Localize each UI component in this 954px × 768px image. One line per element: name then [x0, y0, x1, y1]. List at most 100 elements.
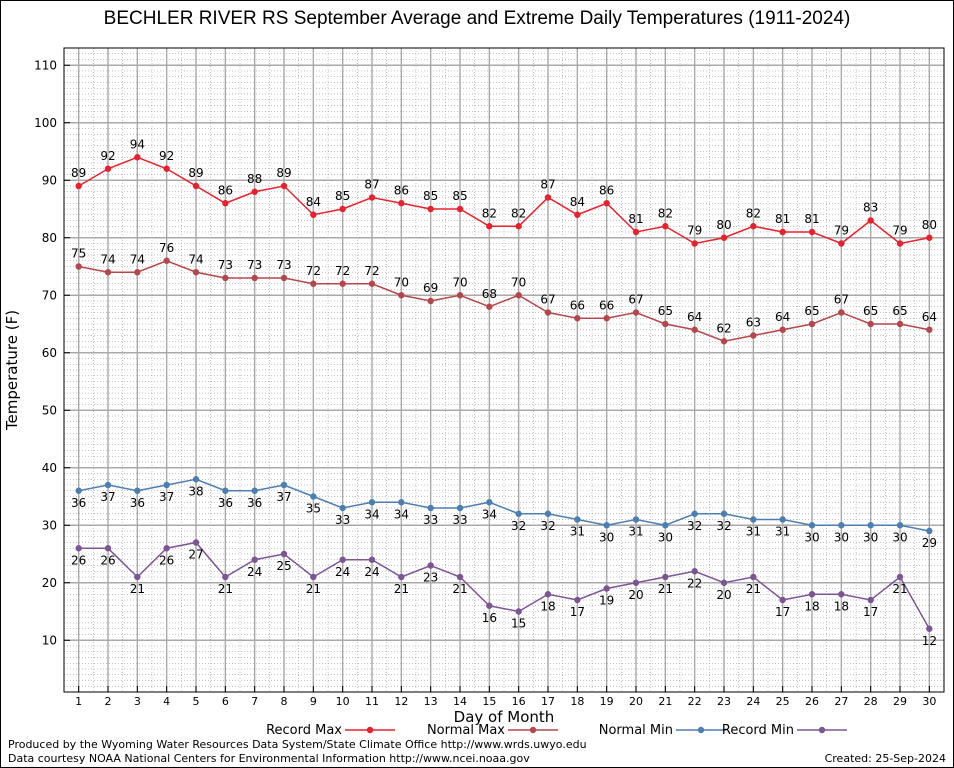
data-point-record-min: [280, 550, 288, 558]
x-tick-label: 9: [310, 695, 317, 708]
data-label-record-max: 89: [188, 166, 203, 180]
data-label-normal-min: 37: [159, 490, 174, 504]
data-point-record-max: [339, 205, 346, 213]
data-point-normal-min: [104, 481, 112, 489]
x-tick-label: 21: [658, 695, 672, 708]
data-point-normal-max: [838, 309, 845, 316]
data-point-record-max: [456, 205, 464, 213]
data-point-record-min: [544, 591, 552, 598]
data-label-normal-min: 29: [922, 536, 937, 550]
data-label-record-min: 21: [218, 582, 233, 596]
x-tick-label: 14: [453, 695, 467, 708]
data-point-normal-min: [456, 504, 464, 512]
series-normal-max: 75 74 74 76 74 73 73 73 72 72 72 70 69 70 68 70 67 66 66 67…: [71, 241, 937, 345]
data-label-record-min: 21: [746, 582, 761, 596]
data-point-record-max: [251, 188, 258, 195]
x-tick-label: 7: [251, 695, 258, 708]
data-label-normal-max: 76: [159, 241, 174, 255]
y-tick-label: 60: [42, 346, 57, 360]
data-point-normal-min: [896, 522, 904, 529]
data-label-normal-min: 30: [804, 530, 819, 544]
data-point-record-min: [456, 573, 464, 581]
x-tick-label: 17: [541, 695, 555, 708]
data-point-normal-min: [838, 522, 845, 529]
data-point-record-min: [427, 562, 434, 569]
data-point-normal-min: [808, 522, 816, 529]
data-label-normal-min: 31: [570, 525, 585, 539]
data-point-normal-min: [134, 487, 141, 494]
legend-swatch-marker-record-max: [366, 726, 374, 734]
series-record-max: 89 92 94 92 89 86 88 89 84 85 87 86 85 85 82 82 87 84 86 81…: [71, 137, 937, 247]
data-point-normal-max: [75, 263, 82, 270]
data-label-record-min: 24: [364, 565, 379, 579]
data-point-normal-max: [515, 292, 522, 299]
data-point-record-max: [720, 234, 728, 241]
data-label-normal-min: 37: [276, 490, 291, 504]
data-point-normal-max: [720, 338, 728, 345]
data-label-record-max: 82: [658, 206, 673, 220]
data-label-normal-min: 35: [306, 502, 321, 516]
data-label-record-max: 86: [218, 183, 233, 197]
x-tick-label: 6: [222, 695, 229, 708]
data-label-record-max: 81: [628, 212, 643, 226]
data-label-normal-min: 31: [746, 525, 761, 539]
x-tick-label: 24: [746, 695, 760, 708]
data-point-record-max: [779, 228, 786, 236]
series-line-record-max: [78, 156, 930, 245]
data-label-record-max: 94: [130, 137, 145, 151]
legend-label-record-min: Record Min: [722, 723, 794, 738]
data-label-record-max: 85: [452, 189, 467, 203]
data-point-record-max: [632, 228, 640, 236]
data-label-normal-max: 64: [687, 310, 702, 324]
plot-border: [63, 47, 945, 693]
data-point-normal-max: [603, 315, 610, 322]
series-normal-min: 36 37 36 37 38 36 36 37 35 33 34 34 33 33 34 32 32 31 30 31…: [71, 476, 937, 550]
data-point-record-min: [691, 568, 698, 575]
data-label-record-max: 80: [716, 218, 731, 232]
data-label-normal-max: 70: [511, 275, 526, 289]
data-point-record-max: [280, 182, 288, 190]
data-label-normal-min: 32: [511, 519, 526, 533]
data-label-record-max: 82: [482, 206, 497, 220]
data-point-record-min: [104, 545, 112, 552]
data-label-record-min: 23: [423, 571, 438, 585]
data-label-normal-max: 73: [247, 258, 262, 272]
data-point-record-min: [720, 579, 728, 586]
data-point-record-min: [339, 556, 346, 563]
x-tick-label: 3: [134, 695, 141, 708]
footer-created: Created: 25-Sep-2024: [824, 752, 946, 765]
data-point-record-max: [808, 228, 816, 236]
data-label-record-max: 82: [511, 206, 526, 220]
data-label-record-min: 22: [687, 576, 702, 590]
x-tick-label: 5: [193, 695, 200, 708]
data-label-normal-min: 36: [218, 496, 233, 510]
data-point-record-max: [896, 240, 904, 247]
data-label-normal-max: 72: [306, 264, 321, 278]
data-label-normal-min: 38: [188, 484, 203, 498]
data-point-record-max: [544, 194, 552, 201]
data-point-record-min: [486, 602, 493, 609]
footer-data-courtesy: Data courtesy NOAA National Centers for …: [8, 752, 530, 765]
data-label-normal-max: 64: [775, 310, 790, 324]
data-point-normal-max: [574, 315, 581, 322]
data-label-record-max: 88: [247, 172, 262, 186]
data-label-record-min: 18: [540, 599, 555, 613]
data-point-normal-max: [808, 320, 816, 328]
data-point-record-min: [310, 573, 317, 581]
x-tick-label: 30: [922, 695, 936, 708]
data-label-normal-min: 36: [247, 496, 262, 510]
grid: [63, 47, 945, 693]
legend-swatch-marker-record-min: [818, 726, 826, 734]
data-point-record-max: [368, 194, 376, 201]
data-label-record-max: 87: [364, 178, 379, 192]
x-tick-label: 11: [365, 695, 379, 708]
y-tick-label: 70: [42, 288, 57, 302]
data-point-normal-max: [427, 297, 434, 305]
data-label-record-min: 21: [892, 582, 907, 596]
data-label-normal-max: 67: [628, 293, 643, 307]
data-point-normal-min: [163, 481, 170, 489]
data-label-normal-max: 74: [188, 252, 203, 266]
data-point-normal-max: [867, 320, 874, 328]
data-label-normal-min: 36: [71, 496, 86, 510]
data-point-normal-min: [926, 527, 933, 535]
